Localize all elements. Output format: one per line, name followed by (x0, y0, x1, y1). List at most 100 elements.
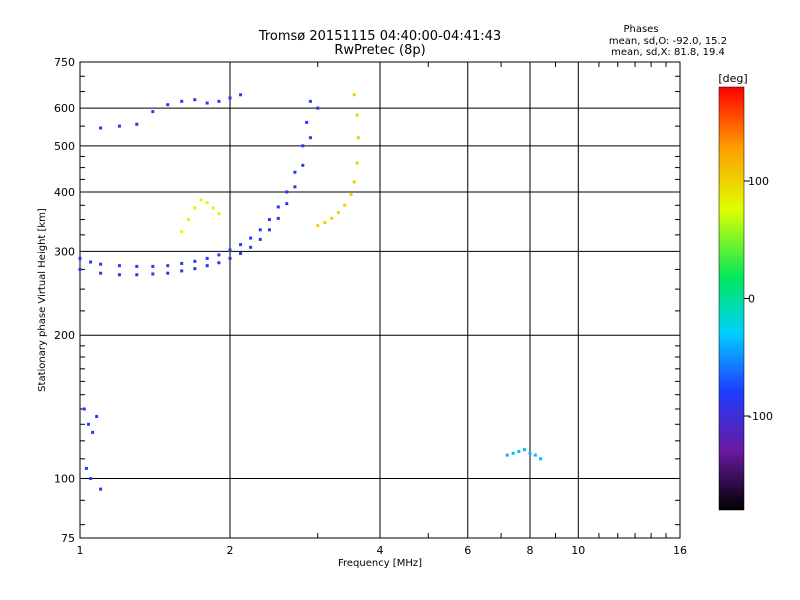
colorbar-tick-label: 100 (748, 175, 769, 188)
data-point (285, 190, 289, 194)
data-point (293, 185, 297, 189)
data-point (258, 237, 262, 241)
data-point (523, 448, 527, 452)
data-point (308, 136, 312, 140)
y-tick-label: 750 (54, 56, 75, 69)
data-point (343, 203, 347, 207)
x-tick-label: 4 (377, 544, 384, 557)
data-point (193, 259, 197, 263)
chart-title: Tromsø 20151115 04:40:00-04:41:43 (258, 29, 501, 44)
data-point (355, 113, 359, 117)
x-tick-label: 8 (527, 544, 534, 557)
data-point (539, 457, 543, 461)
data-points (78, 93, 543, 491)
data-point (166, 103, 170, 107)
data-point (228, 256, 232, 260)
data-point (99, 126, 103, 130)
grid-lines (80, 62, 680, 538)
data-point (316, 224, 320, 228)
data-point (89, 477, 93, 481)
data-point (91, 430, 95, 434)
y-axis-label: Stationary phase Virtual Height [km] (37, 208, 48, 392)
data-point (205, 201, 209, 205)
data-point (135, 264, 139, 268)
data-point (84, 466, 88, 470)
y-tick-label: 500 (54, 140, 75, 153)
data-point (199, 198, 203, 202)
chart-subtitle: RwPretec (8p) (334, 43, 425, 58)
data-point (308, 99, 312, 103)
data-point (135, 273, 139, 277)
x-tick-label: 1 (77, 544, 84, 557)
x-tick-label: 16 (673, 544, 687, 557)
data-point (193, 206, 197, 210)
data-point (349, 193, 353, 197)
phases-o-stats: mean, sd,O: -92.0, 15.2 (609, 36, 727, 47)
data-point (151, 264, 155, 268)
data-point (239, 251, 243, 255)
phases-x-stats: mean, sd,X: 81.8, 19.4 (611, 47, 725, 58)
data-point (267, 218, 271, 222)
x-tick-label: 10 (571, 544, 585, 557)
data-point (151, 110, 155, 114)
y-tick-label: 400 (54, 186, 75, 199)
data-point (228, 96, 232, 100)
data-point (166, 264, 170, 268)
data-point (533, 453, 537, 457)
data-point (352, 180, 356, 184)
data-point (517, 449, 521, 453)
data-point (95, 414, 99, 418)
data-point (166, 271, 170, 275)
data-point (276, 205, 280, 209)
data-point (151, 272, 155, 276)
data-point (99, 487, 103, 491)
data-point (193, 98, 197, 102)
data-point (239, 93, 243, 97)
x-tick-label: 2 (227, 544, 234, 557)
data-point (301, 163, 305, 167)
data-point (316, 106, 320, 110)
data-point (135, 122, 139, 126)
data-point (99, 271, 103, 275)
y-tick-label: 100 (54, 473, 75, 486)
data-point (205, 264, 209, 268)
data-point (249, 245, 253, 249)
data-point (258, 228, 262, 232)
data-point (89, 260, 93, 264)
x-axis-label: Frequency [MHz] (338, 558, 422, 569)
y-tick-label: 75 (61, 532, 75, 545)
data-point (99, 262, 103, 266)
data-point (193, 267, 197, 271)
data-point (228, 248, 232, 252)
data-point (205, 101, 209, 105)
data-point (323, 221, 327, 225)
data-point (117, 264, 121, 268)
colorbar-ticks: -100 0 100 (744, 175, 773, 423)
data-point (239, 243, 243, 247)
x-tick-label: 6 (464, 544, 471, 557)
data-point (180, 230, 184, 234)
data-point (276, 216, 280, 220)
data-point (211, 206, 215, 210)
data-point (285, 202, 289, 206)
data-point (180, 269, 184, 273)
colorbar-label: [deg] (718, 72, 747, 85)
data-point (352, 93, 356, 97)
data-point (305, 120, 309, 124)
data-point (267, 228, 271, 232)
data-point (217, 99, 221, 103)
data-point (117, 124, 121, 128)
colorbar-tick-label: 0 (748, 293, 755, 306)
data-point (505, 453, 509, 457)
data-point (330, 216, 334, 220)
data-point (301, 144, 305, 148)
data-point (249, 236, 253, 240)
data-point (180, 261, 184, 265)
data-point (528, 451, 532, 455)
axis-ticks: 1 2 4 6 8 10 16 75 100 200 300 400 500 600 750 (54, 56, 687, 557)
data-point (293, 170, 297, 174)
y-tick-label: 300 (54, 245, 75, 258)
data-point (78, 256, 82, 260)
data-point (356, 136, 360, 140)
